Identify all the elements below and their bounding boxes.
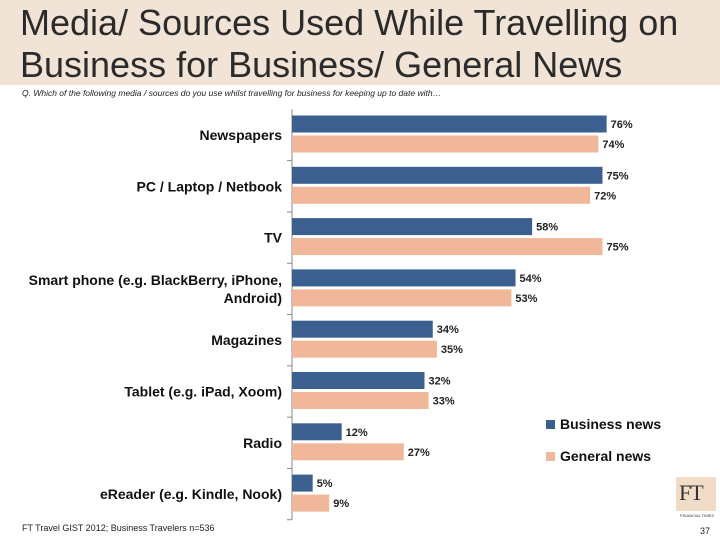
general-news-bar [292,186,591,204]
legend-swatch-general [546,452,555,461]
business-news-bar [292,218,533,236]
business-news-value-label: 12% [346,427,368,439]
general-news-bar [292,238,603,256]
ft-logo-text: FT [679,480,704,505]
ft-logo-subtext: FINANCIAL TIMES [680,513,715,518]
category-label: TV [264,230,283,246]
source-note: FT Travel GIST 2012; Business Travelers … [22,523,215,533]
survey-question: Q. Which of the following media / source… [22,88,442,98]
general-news-bar [292,135,599,153]
general-news-bar [292,289,512,307]
legend-swatch-business [546,420,555,429]
general-news-value-label: 72% [594,190,616,202]
category-label: Radio [243,435,282,451]
general-news-value-label: 74% [602,139,624,151]
business-news-value-label: 54% [520,273,542,285]
business-news-bar [292,320,433,338]
business-news-bar [292,269,516,287]
business-news-value-label: 5% [317,478,333,490]
category-label: Android) [224,290,282,306]
business-news-bar [292,372,425,389]
title-band [0,0,720,85]
category-label: Newspapers [200,127,283,143]
general-news-value-label: 33% [433,396,455,408]
category-label: Smart phone (e.g. BlackBerry, iPhone, [29,272,282,288]
slide-title: Media/ Sources Used While Travelling on … [20,2,679,85]
general-news-bar [292,443,404,461]
business-news-value-label: 76% [611,119,633,131]
general-news-value-label: 53% [515,293,537,305]
general-news-value-label: 9% [333,498,349,510]
legend-label-general: General news [560,448,651,464]
page-number: 37 [700,526,711,536]
category-label: Tablet (e.g. iPad, Xoom) [124,384,282,400]
legend-label-business: Business news [560,416,661,432]
business-news-bar [292,423,342,441]
business-news-bar [292,166,603,184]
general-news-value-label: 27% [408,447,430,459]
general-news-value-label: 35% [441,344,463,356]
general-news-bar [292,340,437,358]
general-news-value-label: 75% [607,242,629,254]
category-label: eReader (e.g. Kindle, Nook) [100,486,282,502]
category-label: PC / Laptop / Netbook [137,178,283,194]
business-news-value-label: 75% [607,170,629,182]
business-news-value-label: 32% [428,376,450,388]
ft-logo: FT FINANCIAL TIMES [676,477,716,527]
ft-logo-box [676,477,716,511]
business-news-value-label: 34% [437,324,459,336]
business-news-bar [292,115,607,133]
general-news-bar [292,494,330,512]
category-label: Magazines [211,332,282,348]
business-news-bar [292,474,313,492]
business-news-value-label: 58% [536,222,558,234]
general-news-bar [292,392,429,409]
